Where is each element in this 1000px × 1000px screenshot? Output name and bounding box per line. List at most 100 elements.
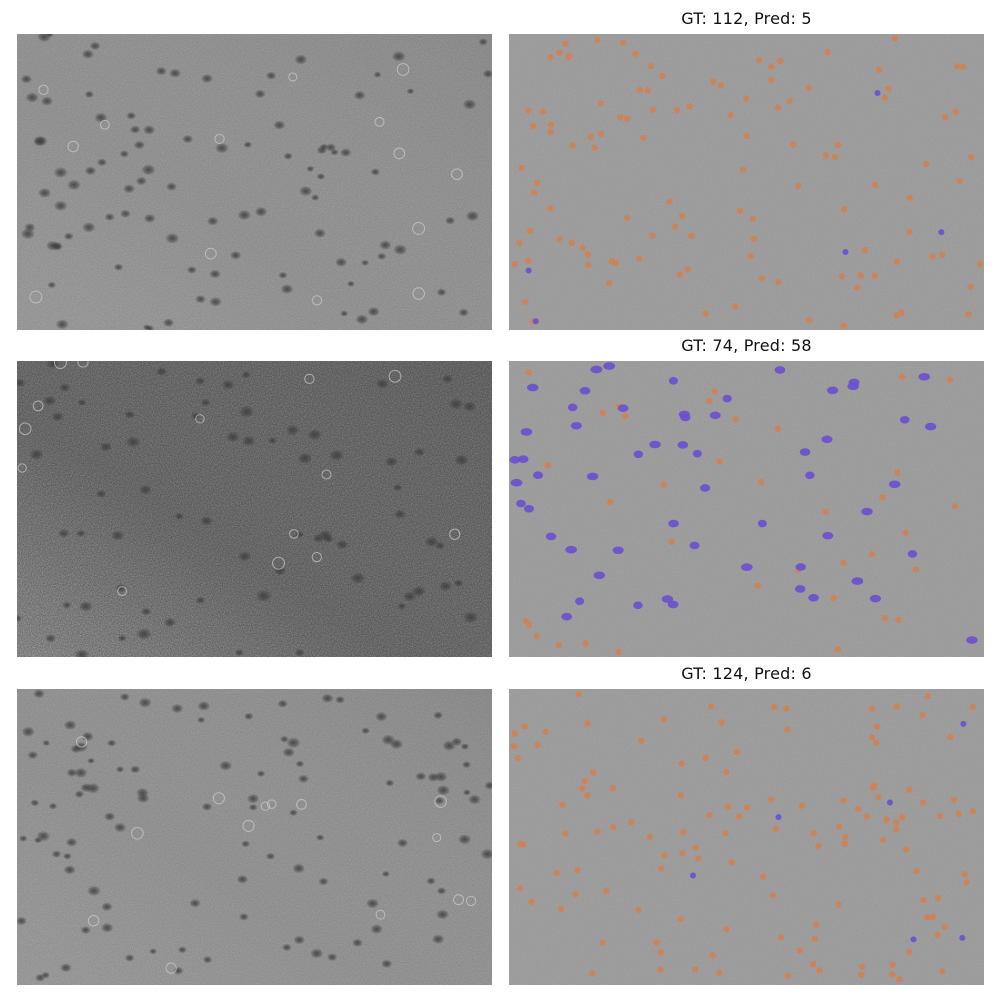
pred-blob — [678, 410, 690, 419]
cell-spot — [465, 210, 480, 222]
gt-marker — [660, 481, 667, 488]
cell-spot — [51, 850, 62, 858]
gt-marker — [841, 206, 848, 213]
gt-marker — [579, 244, 586, 252]
cell-spot — [393, 509, 407, 519]
bubble-ring — [77, 361, 89, 368]
cell-spot — [339, 148, 352, 158]
gt-marker — [898, 309, 905, 316]
gt-marker — [707, 703, 715, 710]
pred-blob — [590, 365, 603, 374]
gt-marker — [607, 498, 614, 506]
cell-spot — [335, 539, 349, 550]
cell-spot — [202, 955, 213, 964]
pred-blob — [661, 595, 674, 603]
gt-marker — [636, 86, 644, 94]
pred-blob — [579, 386, 591, 395]
gt-marker — [919, 799, 927, 806]
cell-spot — [141, 164, 156, 176]
gt-marker — [783, 705, 790, 712]
cell-spot — [436, 909, 450, 920]
pred-blob — [532, 471, 544, 480]
cell-spot — [119, 693, 130, 701]
cell-spot — [389, 738, 404, 750]
gt-marker — [924, 693, 931, 700]
gt-marker — [879, 494, 886, 501]
gt-marker — [531, 189, 538, 196]
cell-spot — [463, 611, 479, 624]
cell-spot — [48, 802, 58, 810]
cell-spot — [273, 120, 286, 130]
cell-spot — [182, 134, 194, 144]
gt-marker — [668, 538, 675, 545]
cell-spot — [370, 924, 383, 935]
cell-spot — [101, 902, 113, 912]
bubble-ring — [375, 909, 386, 920]
gt-marker — [772, 825, 779, 833]
pred-blob — [524, 504, 534, 513]
gt-marker — [594, 36, 601, 44]
pred-blob — [690, 872, 697, 879]
pred-blob — [561, 612, 573, 621]
gt-marker — [840, 322, 847, 329]
pred-blob — [808, 593, 819, 602]
gt-marker — [806, 316, 813, 324]
gt-marker — [623, 115, 631, 123]
gt-marker — [692, 966, 699, 973]
gt-marker — [594, 828, 601, 835]
gt-marker — [569, 142, 576, 149]
gt-marker — [516, 885, 524, 892]
gt-marker — [768, 63, 775, 70]
pred-blob — [532, 318, 539, 325]
gt-marker — [936, 812, 944, 820]
cell-spot — [20, 74, 33, 84]
cell-spot — [70, 744, 82, 754]
pred-blob — [668, 519, 679, 528]
gt-marker — [956, 177, 964, 185]
cell-spot — [162, 318, 175, 328]
cell-spot — [100, 922, 114, 933]
cell-spot — [33, 689, 46, 699]
gt-marker — [657, 966, 664, 973]
gt-marker — [542, 728, 549, 735]
gt-marker — [840, 797, 847, 804]
cell-spot — [436, 288, 447, 297]
cell-spot — [286, 737, 301, 749]
cell-spot — [229, 250, 242, 260]
cell-spot — [462, 789, 471, 796]
cell-spot — [124, 410, 135, 419]
pred-blob — [821, 435, 833, 444]
gt-marker — [969, 808, 977, 815]
cell-spot — [125, 436, 141, 448]
cell-spot — [174, 512, 184, 520]
gt-marker — [774, 425, 782, 433]
cell-spot — [62, 601, 72, 609]
bubble-ring — [465, 895, 477, 907]
pred-blob — [907, 550, 918, 558]
gt-marker — [941, 923, 948, 931]
cell-spot — [66, 768, 78, 777]
gt-marker — [965, 310, 972, 318]
gt-marker — [754, 582, 761, 589]
gt-marker — [717, 82, 725, 89]
cell-spot — [197, 716, 206, 724]
cell-spot — [326, 953, 338, 962]
gt-marker — [810, 829, 817, 837]
gt-marker — [969, 703, 976, 711]
gt-marker — [599, 409, 606, 417]
cell-spot — [310, 948, 324, 959]
pred-blob — [861, 507, 873, 516]
cell-spot — [256, 770, 266, 778]
overlay-image-row-1 — [509, 34, 984, 330]
gt-marker — [786, 97, 793, 105]
cell-spot — [186, 266, 197, 274]
bubble-ring — [212, 792, 225, 805]
cell-spot — [248, 803, 258, 811]
cell-spot — [67, 179, 81, 191]
gt-marker — [533, 179, 541, 187]
gt-marker — [951, 502, 959, 510]
cell-spot — [113, 263, 124, 271]
cell-spot — [104, 812, 116, 821]
pred-blob — [847, 382, 859, 391]
cell-spot — [458, 308, 470, 317]
